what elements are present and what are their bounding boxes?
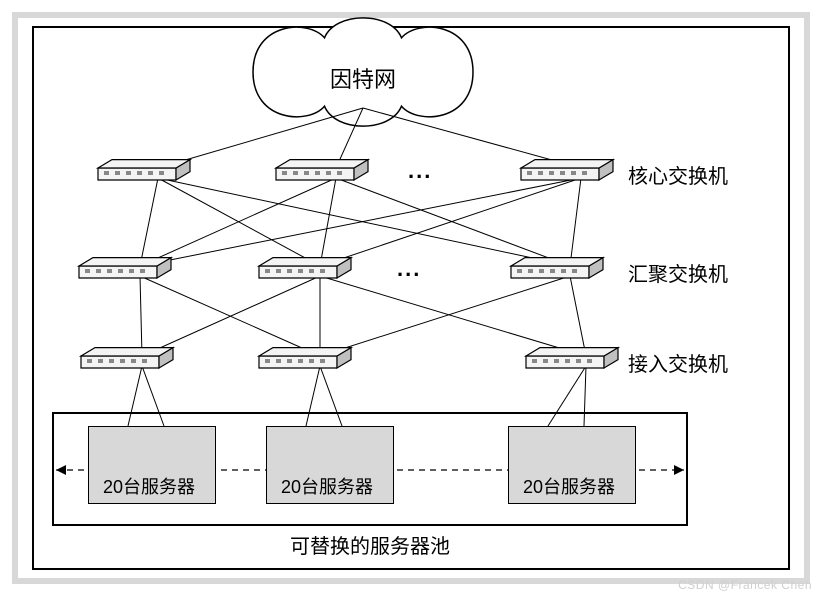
access-switch-0 — [81, 348, 173, 368]
dots-core: ... — [408, 158, 432, 184]
core-switch-0 — [98, 160, 190, 180]
server-group-label: 20台服务器 — [281, 473, 373, 499]
server-group-1: 20台服务器 — [266, 426, 394, 504]
server-group-0: 20台服务器 — [88, 426, 216, 504]
dots-agg: ... — [397, 256, 421, 282]
cloud-label: 因特网 — [330, 62, 396, 94]
label-access: 接入交换机 — [628, 348, 728, 377]
server-group-label: 20台服务器 — [103, 473, 195, 499]
server-pool-label: 可替换的服务器池 — [290, 530, 450, 559]
core-switch-1 — [276, 160, 368, 180]
server-group-2: 20台服务器 — [508, 426, 636, 504]
agg-switch-0 — [79, 258, 171, 278]
access-switch-1 — [259, 348, 351, 368]
agg-switch-1 — [259, 258, 351, 278]
label-core: 核心交换机 — [628, 160, 728, 189]
agg-switch-2 — [511, 258, 603, 278]
server-group-label: 20台服务器 — [523, 473, 615, 499]
label-agg: 汇聚交换机 — [628, 258, 728, 287]
watermark: CSDN @Francek Chen — [678, 578, 812, 592]
access-switch-2 — [526, 348, 618, 368]
core-switch-2 — [521, 160, 613, 180]
